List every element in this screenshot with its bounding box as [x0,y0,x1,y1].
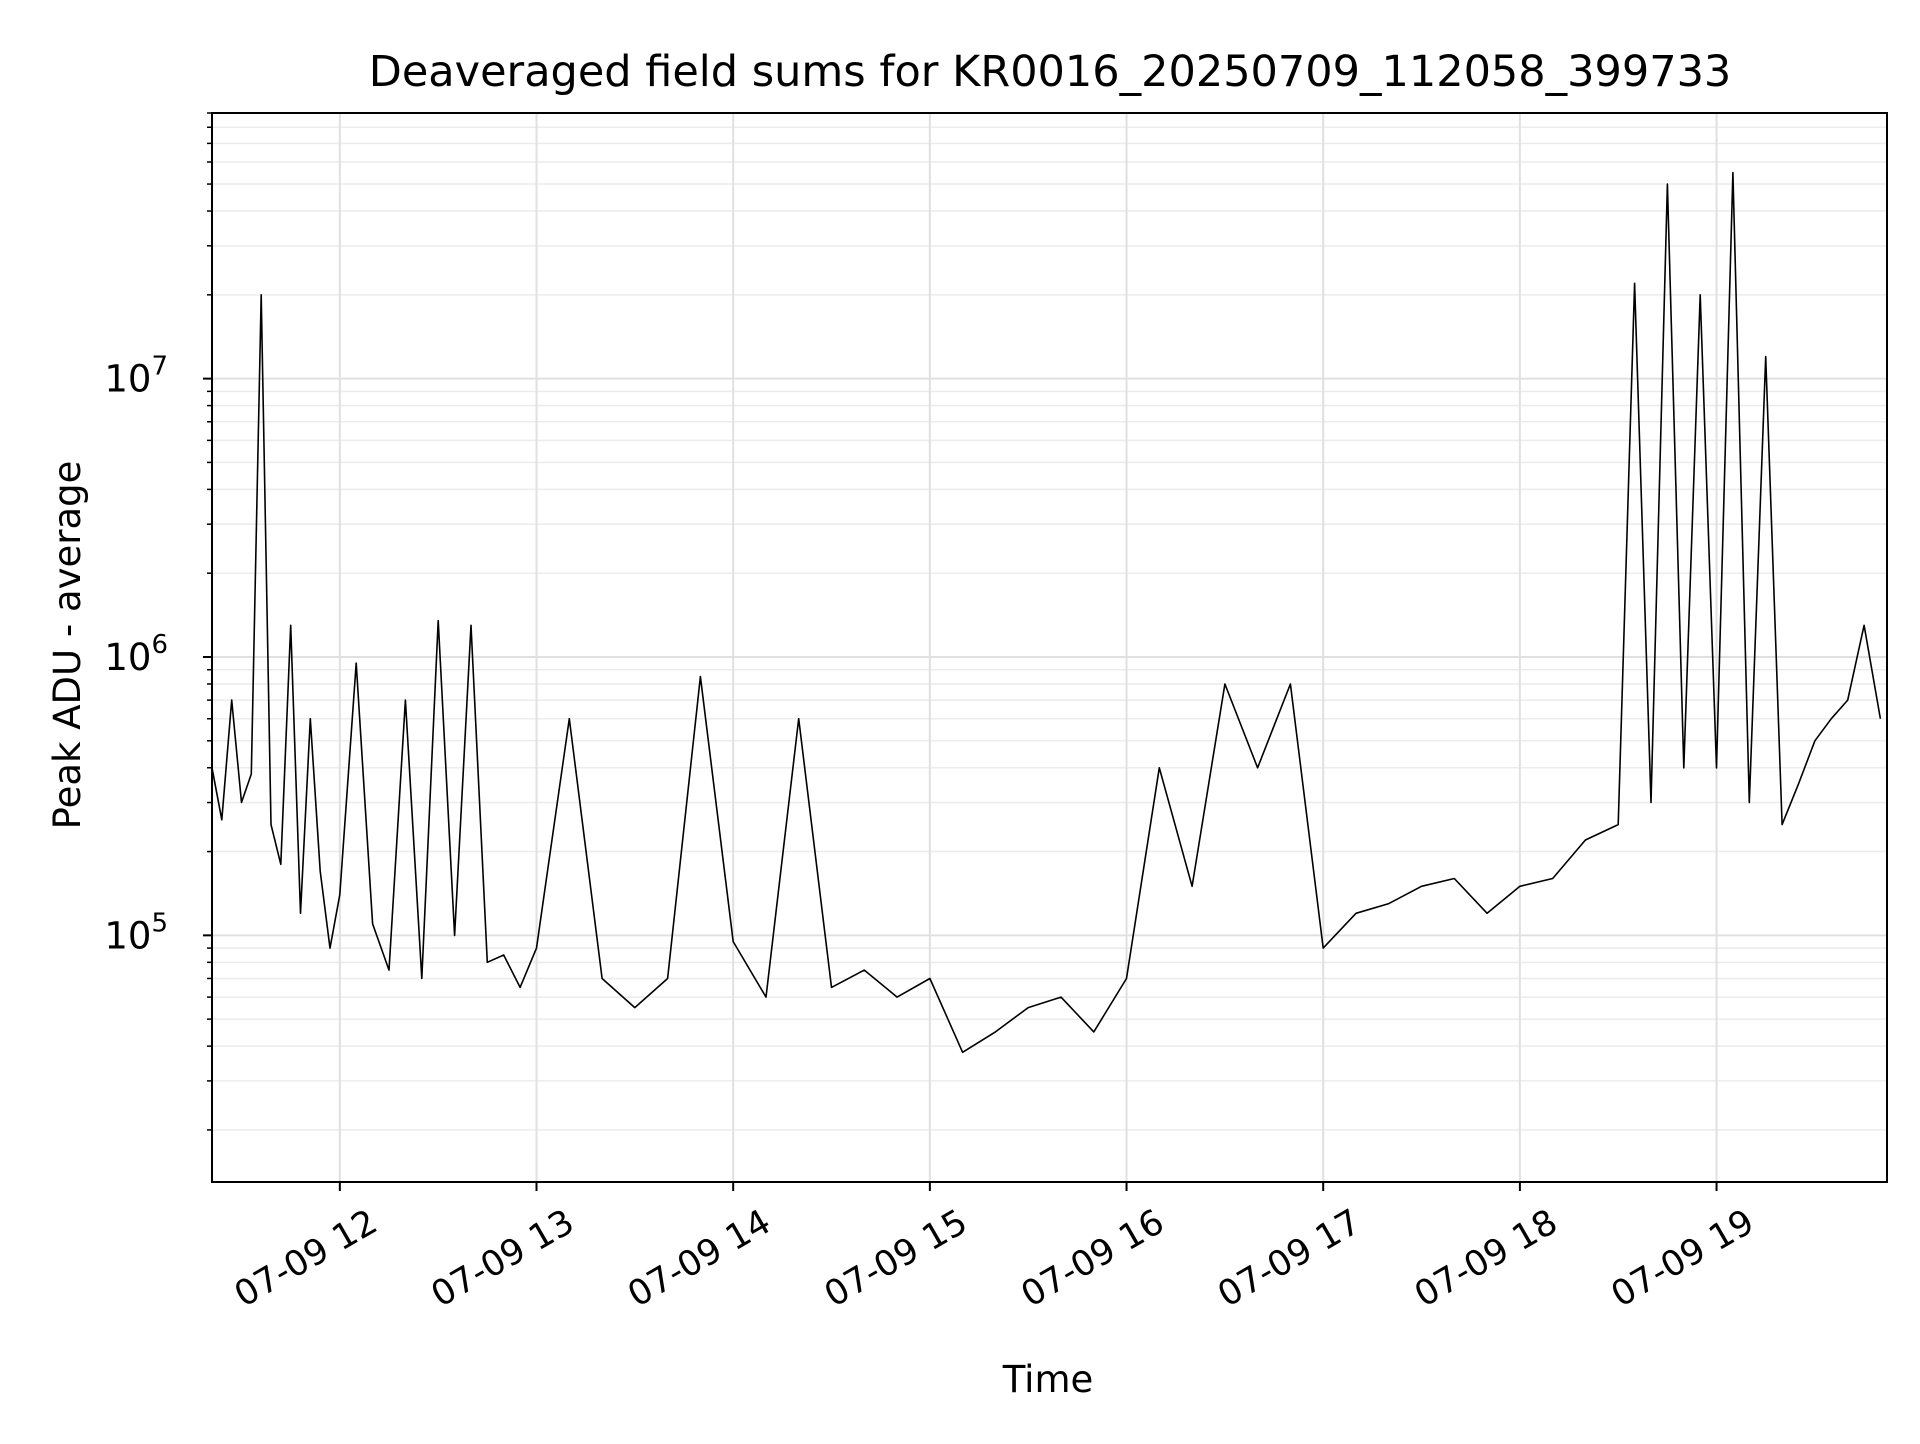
x-axis-label: Time [1002,1358,1094,1401]
y-axis-ticks: 105 106 107 [104,112,212,1131]
series-line [211,171,1882,1054]
y-axis-label: Peak ADU - average [46,461,89,830]
plot-frame [211,112,1888,1183]
y-tick-label: 107 [104,352,168,401]
chart-title: Deaveraged field sums for KR0016_2025070… [369,47,1732,97]
major-gridlines [212,113,1887,1182]
minor-gridlines [212,112,1887,1131]
y-tick-label: 106 [104,630,168,679]
y-tick-label: 105 [104,908,168,957]
series-layer [211,171,1882,1054]
